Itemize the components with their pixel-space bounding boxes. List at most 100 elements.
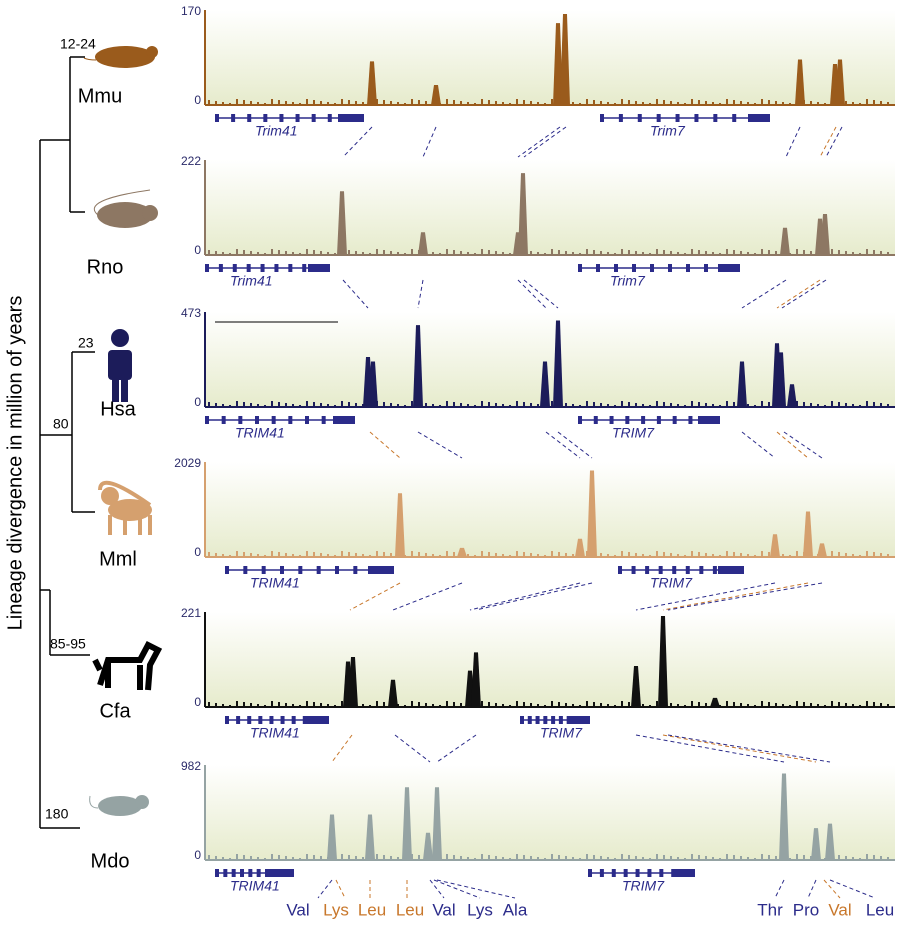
exon [659, 869, 664, 877]
exon [236, 716, 241, 724]
exon [596, 264, 600, 272]
signal-peak [348, 656, 358, 707]
track-bg [205, 612, 895, 707]
exon [600, 114, 604, 122]
signal-peak [553, 23, 563, 106]
exon [647, 869, 652, 877]
exon [305, 416, 309, 424]
exon [656, 416, 661, 424]
exon [280, 716, 285, 724]
codon-label: Thr [757, 900, 783, 919]
codon-label: Lys [323, 900, 349, 919]
species-label: Mdo [91, 850, 130, 872]
exon [672, 566, 677, 574]
exon [265, 869, 269, 877]
exon [578, 416, 582, 424]
exon [578, 264, 582, 272]
exon [360, 114, 364, 122]
exon [686, 264, 690, 272]
track-bg [205, 462, 895, 557]
exon [316, 566, 321, 574]
exon [635, 869, 640, 877]
divergence: 180 [45, 806, 69, 822]
divergence: 23 [78, 335, 94, 351]
track-bg [205, 10, 895, 105]
exon [535, 716, 540, 724]
exon [247, 716, 252, 724]
exon [641, 416, 646, 424]
exon [527, 716, 532, 724]
exon [718, 264, 740, 272]
signal-peak [365, 814, 375, 860]
exon [232, 264, 237, 272]
divergence: 80 [53, 416, 69, 432]
exon [238, 416, 243, 424]
signal-peak [631, 666, 641, 707]
exon [268, 869, 290, 877]
gene-label: Trim7 [650, 123, 686, 139]
species-label: Cfa [99, 700, 131, 722]
exon [303, 716, 325, 724]
exon [218, 264, 223, 272]
exon [333, 416, 355, 424]
tree [39, 56, 95, 829]
exon [618, 114, 623, 122]
exon [588, 869, 592, 877]
axis-label: Lineage divergence in million of years [4, 296, 26, 631]
exon [295, 114, 300, 122]
exon [240, 869, 244, 877]
exon [673, 869, 695, 877]
exon [699, 566, 704, 574]
signal-peak [540, 361, 550, 407]
signal-peak [432, 787, 442, 860]
exon [740, 566, 744, 574]
exon [231, 114, 236, 122]
y-max-label: 170 [181, 4, 201, 18]
signal-peak [367, 61, 377, 105]
signal-peak [327, 814, 337, 860]
gene-label: TRIM7 [540, 725, 583, 741]
exon [698, 416, 720, 424]
signal-peak [575, 538, 585, 557]
signal-peak [337, 191, 347, 255]
gene-label: TRIM7 [650, 575, 693, 591]
exon [288, 264, 293, 272]
codon-label: Ala [503, 900, 528, 919]
track-bg [205, 160, 895, 255]
exon [353, 566, 358, 574]
exon [311, 114, 316, 122]
signal-peak [413, 325, 423, 407]
exon [609, 416, 614, 424]
signal-peak [587, 470, 597, 557]
y-min-label: 0 [194, 695, 201, 709]
species-label: Mmu [78, 85, 122, 107]
signal-peak [770, 534, 780, 557]
exon [335, 566, 339, 574]
exon [321, 416, 326, 424]
divergence: 85-95 [50, 636, 86, 652]
exon [225, 716, 229, 724]
codon-label: Lys [467, 900, 493, 919]
signal-peak [787, 384, 797, 407]
exon [656, 114, 661, 122]
gene-label: Trim7 [610, 273, 646, 289]
exon [255, 416, 259, 424]
exon [712, 566, 717, 574]
exon [748, 114, 770, 122]
signal-peak [402, 787, 412, 860]
signal-peak [658, 616, 668, 707]
signal-peak [395, 493, 405, 557]
gene-label: TRIM41 [230, 878, 280, 894]
exon [675, 114, 680, 122]
exon [256, 869, 261, 877]
exon [637, 114, 642, 122]
exon [302, 264, 307, 272]
codon-label: Pro [793, 900, 819, 919]
gene-label: Trim41 [255, 123, 298, 139]
signal-peak [518, 173, 528, 255]
exon [732, 114, 737, 122]
y-min-label: 0 [194, 93, 201, 107]
signal-peak [368, 361, 378, 407]
exon [288, 416, 293, 424]
